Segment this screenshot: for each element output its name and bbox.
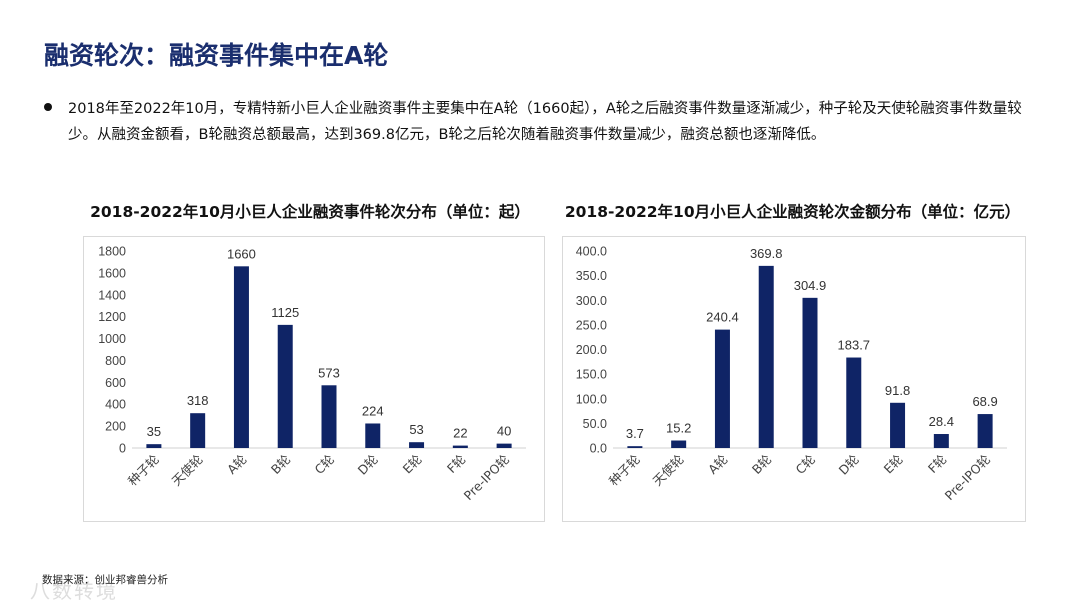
amount-category-label: 种子轮	[606, 452, 643, 489]
events-bar	[321, 385, 337, 448]
amount-y-tick-label: 350.0	[576, 269, 607, 283]
amount-data-label: 240.4	[706, 310, 739, 325]
events-y-tick-label: 200	[105, 420, 126, 434]
amount-data-label: 68.9	[972, 394, 997, 409]
amount-data-label: 304.9	[794, 278, 827, 293]
events-y-tick-label: 400	[105, 398, 126, 412]
events-y-tick-label: 0	[119, 442, 126, 456]
amount-data-label: 369.8	[750, 246, 783, 261]
events-data-label: 573	[318, 365, 340, 380]
amount-bar-chart: 0.0 50.0 100.0 150.0 200.0 250.0 300.0 350.0 400…	[576, 245, 1007, 504]
events-y-tick-label: 600	[105, 376, 126, 390]
amount-category-label: D轮	[836, 452, 862, 478]
events-bar-chart: 0 200 400 600 800 1000 1200 1400 1600 1800 35 种子轮 31…	[98, 245, 526, 504]
amount-category-label: E轮	[881, 452, 906, 477]
events-bar	[233, 266, 249, 448]
amount-bar	[627, 446, 643, 448]
data-source: 数据来源：创业邦睿兽分析	[42, 574, 168, 586]
events-category-label: Pre-IPO轮	[461, 452, 513, 504]
events-bar	[146, 444, 162, 448]
amount-y-tick-label: 300.0	[576, 294, 607, 308]
events-category-label: B轮	[268, 452, 294, 478]
amount-category-label: C轮	[792, 452, 818, 478]
amount-data-label: 28.4	[929, 414, 954, 429]
chart-amount: 0.0 50.0 100.0 150.0 200.0 250.0 300.0 350.0 400…	[562, 236, 1026, 522]
amount-category-label: B轮	[749, 452, 775, 478]
events-data-label: 1125	[271, 305, 299, 320]
amount-bar	[671, 440, 687, 448]
events-y-tick-label: 1400	[98, 288, 126, 302]
watermark: 八数转境	[30, 579, 118, 603]
events-category-label: 种子轮	[125, 452, 162, 489]
events-bar	[277, 324, 293, 448]
amount-data-label: 183.7	[838, 338, 871, 353]
events-y-tick-label: 1000	[98, 332, 126, 346]
events-data-label: 35	[147, 424, 161, 439]
events-data-label: 53	[409, 422, 423, 437]
amount-data-label: 91.8	[885, 383, 910, 398]
chart-title-events: 2018-2022年10月小巨人企业融资事件轮次分布（单位：起）	[90, 203, 530, 221]
amount-y-tick-label: 0.0	[590, 442, 607, 456]
amount-bar	[802, 297, 818, 448]
amount-y-tick-label: 100.0	[576, 392, 607, 406]
amount-bar	[758, 265, 774, 448]
events-y-tick-label: 1800	[98, 245, 126, 259]
events-bar	[365, 423, 381, 448]
chart-events: 0 200 400 600 800 1000 1200 1400 1600 1800 35 种子轮 31…	[83, 236, 545, 522]
amount-category-label: F轮	[925, 452, 950, 477]
events-data-label: 1660	[227, 246, 256, 261]
amount-y-tick-label: 200.0	[576, 343, 607, 357]
events-bar	[496, 443, 512, 448]
amount-y-tick-label: 250.0	[576, 318, 607, 332]
amount-bar	[977, 414, 993, 448]
events-data-label: 318	[187, 393, 209, 408]
events-bar	[409, 442, 425, 448]
events-data-label: 40	[497, 424, 511, 439]
page-title: 融资轮次：融资事件集中在A轮	[44, 41, 389, 70]
amount-data-label: 3.7	[626, 426, 644, 441]
events-y-tick-label: 1200	[98, 310, 126, 324]
amount-y-tick-label: 50.0	[583, 417, 607, 431]
amount-y-tick-label: 400.0	[576, 245, 607, 259]
events-y-tick-label: 800	[105, 354, 126, 368]
events-category-label: 天使轮	[169, 452, 206, 489]
amount-bar	[846, 357, 862, 448]
amount-bar	[714, 329, 730, 448]
amount-bar	[933, 434, 949, 448]
summary-bullet: 2018年至2022年10月，专精特新小巨人企业融资事件主要集中在A轮（1660…	[44, 96, 1044, 148]
events-bar	[190, 413, 206, 448]
amount-y-tick-label: 150.0	[576, 368, 607, 382]
events-data-label: 224	[362, 403, 384, 418]
events-category-label: F轮	[444, 452, 469, 477]
events-category-label: D轮	[355, 452, 381, 478]
amount-category-label: Pre-IPO轮	[942, 452, 994, 504]
events-category-label: C轮	[311, 452, 337, 478]
amount-data-label: 15.2	[666, 421, 691, 436]
events-data-label: 22	[453, 426, 467, 441]
events-category-label: E轮	[400, 452, 425, 477]
amount-category-label: 天使轮	[650, 452, 687, 489]
events-bar	[452, 445, 468, 448]
events-category-label: A轮	[224, 452, 250, 478]
events-y-tick-label: 1600	[98, 266, 126, 280]
amount-category-label: A轮	[705, 452, 731, 478]
chart-title-amount: 2018-2022年10月小巨人企业融资轮次金额分布（单位：亿元）	[564, 203, 1021, 221]
bullet-dot-icon	[44, 103, 52, 111]
summary-text: 2018年至2022年10月，专精特新小巨人企业融资事件主要集中在A轮（1660…	[68, 101, 1022, 143]
amount-bar	[890, 402, 906, 448]
